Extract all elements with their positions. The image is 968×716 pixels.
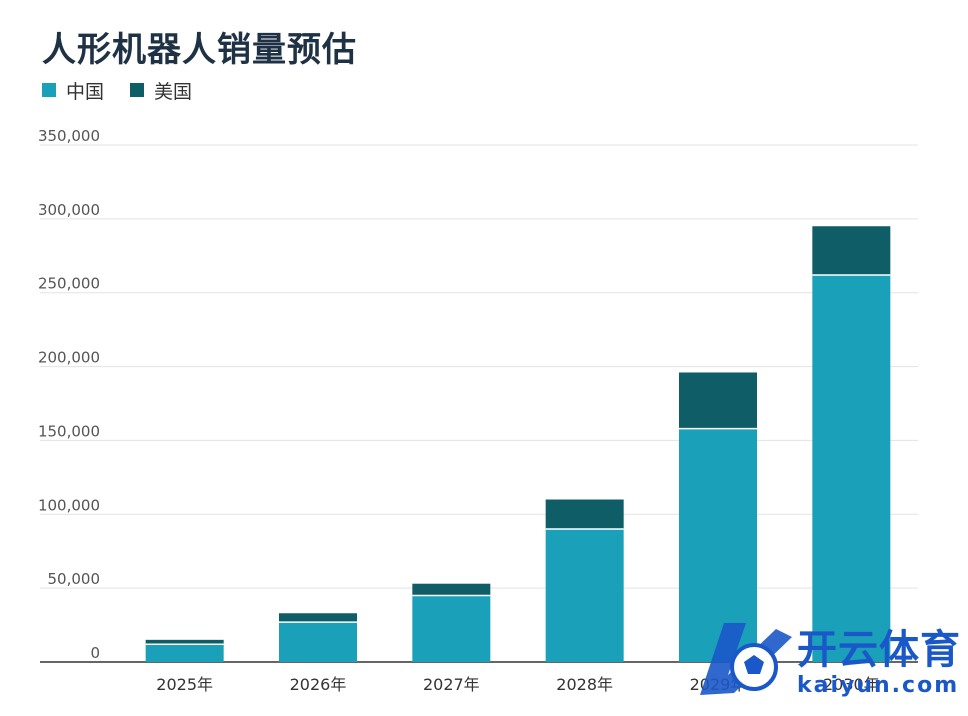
watermark-logo: 开云体育 kaiyun.com (684, 615, 962, 707)
watermark-brand: 开云体育 (797, 627, 961, 673)
bar-usa (545, 499, 624, 530)
x-tick-label: 2028年 (556, 675, 613, 694)
bar-usa (145, 639, 224, 645)
bar-china (412, 595, 491, 662)
legend-label-china: 中国 (66, 80, 105, 103)
watermark-url: kaiyun.com (797, 673, 960, 698)
y-tick-label: 50,000 (48, 570, 101, 588)
bar-china (545, 529, 624, 662)
x-tick-label: 2030年 (823, 675, 880, 694)
chart-title: 人形机器人销量预估 (42, 30, 357, 70)
y-tick-label: 250,000 (38, 275, 100, 293)
bar-usa (679, 372, 757, 429)
legend: 中国 美国 (42, 77, 218, 104)
y-tick-label: 300,000 (38, 201, 100, 219)
bar-usa (279, 613, 357, 623)
y-tick-label: 0 (90, 644, 100, 662)
y-tick-label: 350,000 (38, 127, 100, 145)
bar-china (145, 644, 224, 662)
legend-item-china: 中国 (42, 77, 104, 104)
y-tick-label: 150,000 (38, 422, 100, 440)
bar-china (279, 622, 357, 662)
x-tick-label: 2026年 (290, 675, 347, 694)
legend-item-usa: 美国 (130, 77, 192, 104)
bar-china (812, 274, 891, 662)
bar-usa (812, 226, 891, 275)
legend-swatch-china (42, 83, 56, 97)
y-tick-label: 200,000 (38, 349, 100, 367)
legend-label-usa: 美国 (154, 80, 193, 103)
bar-usa (412, 583, 491, 596)
legend-swatch-usa (130, 83, 145, 97)
x-tick-label: 2025年 (156, 675, 213, 694)
k-ball-icon (700, 623, 792, 695)
y-tick-label: 100,000 (38, 496, 100, 514)
x-tick-label: 2027年 (423, 675, 480, 694)
